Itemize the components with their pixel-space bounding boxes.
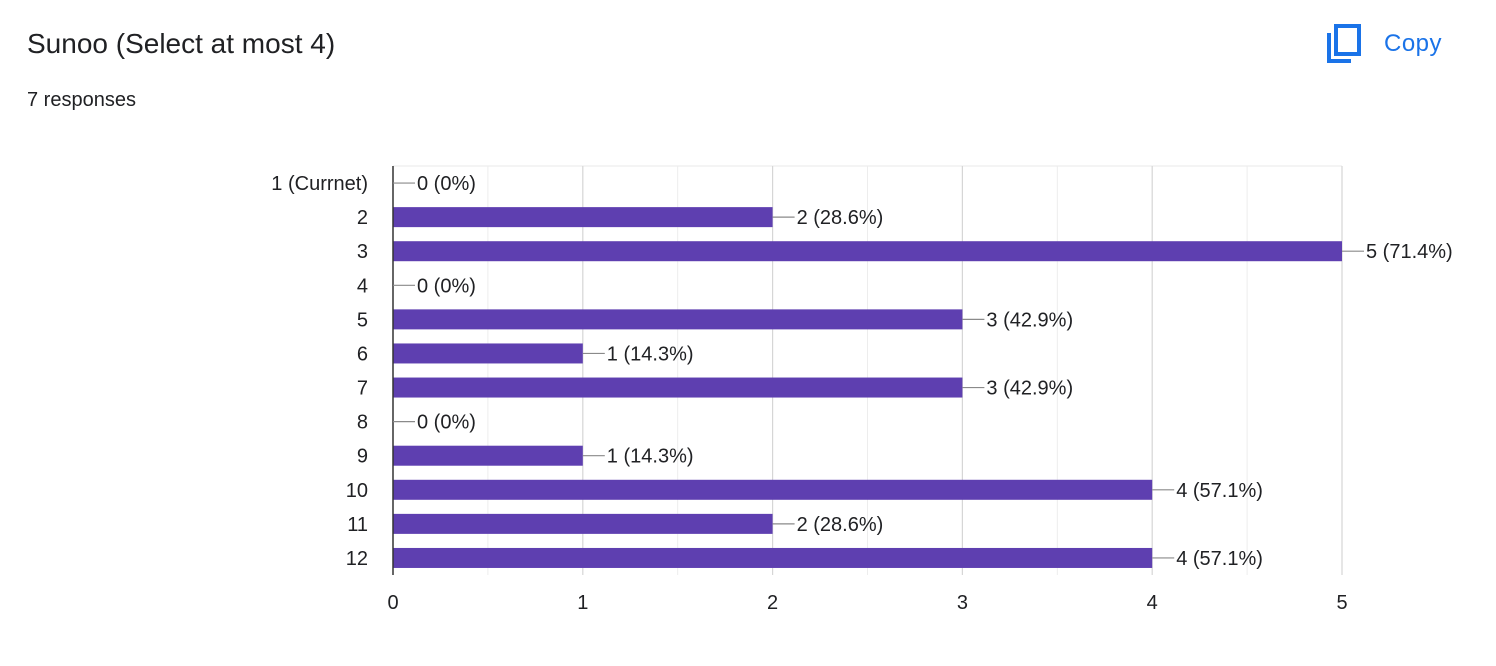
category-label: 6 [357, 343, 368, 365]
data-label: 4 (57.1%) [1176, 548, 1263, 570]
bar [393, 377, 963, 398]
x-tick-label: 1 [577, 592, 588, 614]
category-label: 1 (Currnet) [271, 173, 368, 195]
category-label: 9 [357, 446, 368, 468]
data-label: 3 (42.9%) [986, 378, 1073, 400]
data-label: 4 (57.1%) [1176, 480, 1263, 502]
category-label: 4 [357, 275, 368, 297]
data-label: 0 (0%) [417, 412, 476, 434]
category-label: 8 [357, 412, 368, 434]
x-axis: 0 1 2 3 4 5 [387, 592, 1347, 614]
y-axis: 1 (Currnet) 2 3 4 5 6 7 8 9 10 11 12 [271, 166, 394, 575]
data-label: 2 (28.6%) [797, 207, 884, 229]
data-label: 0 (0%) [417, 275, 476, 297]
data-label: 0 (0%) [417, 173, 476, 195]
bar [393, 309, 963, 330]
x-tick-label: 0 [387, 592, 398, 614]
question-title: Sunoo (Select at most 4) [27, 28, 336, 59]
x-tick-label: 2 [767, 592, 778, 614]
bar [393, 343, 583, 364]
bar [393, 207, 773, 228]
bar [393, 479, 1153, 500]
copy-icon [1327, 24, 1361, 63]
response-count: 7 responses [27, 89, 136, 111]
category-label: 11 [347, 514, 368, 536]
x-tick-label: 4 [1147, 592, 1158, 614]
category-label: 5 [357, 309, 368, 331]
category-label: 2 [357, 207, 368, 229]
bar [393, 445, 583, 466]
data-label: 1 (14.3%) [607, 343, 694, 365]
data-label: 1 (14.3%) [607, 446, 694, 468]
data-label: 3 (42.9%) [986, 309, 1073, 331]
copy-button[interactable]: Copy [1322, 22, 1446, 66]
bars [393, 207, 1342, 568]
category-label: 3 [357, 241, 368, 263]
data-labels: 0 (0%) 2 (28.6%) 5 (71.4%) 0 (0%) 3 (42.9%) 1… [393, 173, 1453, 570]
data-label: 5 (71.4%) [1366, 241, 1453, 263]
category-label: 12 [346, 548, 368, 570]
bar [393, 241, 1342, 262]
grid-lines [393, 165, 1343, 575]
copy-label: Copy [1384, 30, 1443, 57]
x-tick-label: 3 [957, 592, 968, 614]
x-tick-label: 5 [1336, 592, 1347, 614]
bar [393, 547, 1153, 568]
category-label: 10 [346, 480, 368, 502]
data-label: 2 (28.6%) [797, 514, 884, 536]
bar [393, 513, 773, 534]
category-label: 7 [357, 378, 368, 400]
